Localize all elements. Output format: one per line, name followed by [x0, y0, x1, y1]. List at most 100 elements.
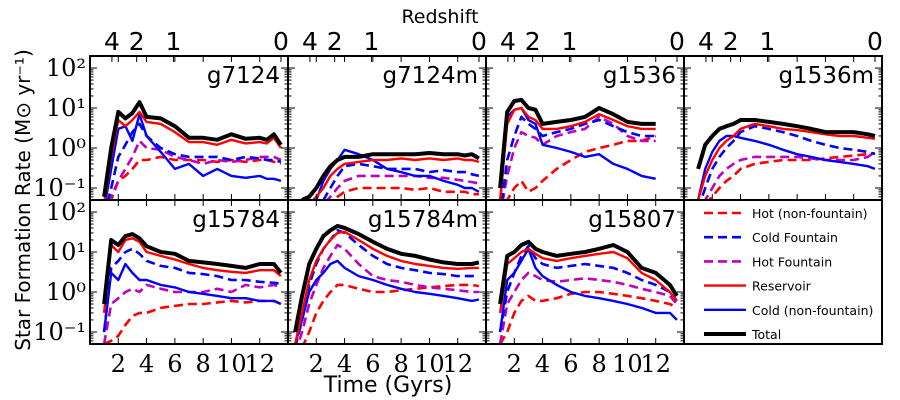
- x-tick-label: 10: [612, 350, 643, 378]
- y-tick-label: 10⁰: [46, 134, 86, 162]
- series-cold: [102, 262, 282, 333]
- legend-entry-cold: Cold (non-fountain): [704, 303, 873, 318]
- y-tick-label: 10²: [46, 198, 86, 226]
- legend-entry-res: Reservoir: [704, 279, 812, 294]
- x-tick-label: 6: [167, 350, 182, 378]
- series-total: [498, 97, 656, 189]
- legend-label: Total: [751, 327, 781, 342]
- series-coldf: [106, 122, 282, 200]
- series-cold: [314, 148, 480, 200]
- series-group: [102, 100, 283, 200]
- series-res: [311, 157, 480, 200]
- series-coldf: [699, 124, 876, 200]
- panel-g7124m: g7124m 4 2 1 0: [287, 27, 487, 201]
- series-coldf: [321, 162, 480, 200]
- x-tick-label: 10: [216, 350, 247, 378]
- series-res: [102, 237, 282, 314]
- redshift-tick-label: 0: [867, 27, 883, 56]
- series-hot: [103, 299, 282, 344]
- y-tick-label: 10¹: [46, 94, 86, 122]
- legend-label: Hot (non-fountain): [752, 206, 868, 221]
- redshift-tick-label: 0: [273, 27, 289, 56]
- series-cold: [696, 134, 876, 200]
- series-cold: [293, 259, 480, 344]
- x-tick-label: 8: [394, 350, 409, 378]
- redshift-tick-label: 1: [561, 27, 577, 56]
- panel-g1536: g1536 4 2 1 0: [485, 27, 685, 201]
- series-cold: [498, 247, 678, 333]
- redshift-tick-label: 1: [363, 27, 379, 56]
- redshift-tick-label: 2: [525, 27, 541, 56]
- series-total: [293, 223, 480, 333]
- y-tick-label: 10²: [46, 54, 86, 82]
- y-tick-label: 10⁻¹: [33, 318, 86, 346]
- series-hot: [707, 151, 876, 200]
- x-tick-label: 12: [244, 350, 275, 378]
- x-tick-label: 4: [337, 350, 352, 378]
- series-hot: [302, 283, 480, 344]
- panel-title: g15807: [588, 207, 676, 233]
- panel-title: g1536m: [778, 63, 874, 89]
- redshift-tick-label: 4: [500, 27, 516, 56]
- x-tick-label: 6: [365, 350, 380, 378]
- series-group: [498, 97, 657, 200]
- legend-label: Cold (non-fountain): [752, 303, 873, 318]
- series-hot: [109, 155, 282, 200]
- y-tick-label: 10¹: [46, 238, 86, 266]
- x-tick-label: 6: [563, 350, 578, 378]
- panel-g7124: g7124 10⁻¹ 10⁰ 10¹ 10² 4 2 1 0: [33, 27, 289, 202]
- x-tick-label: 8: [592, 350, 607, 378]
- series-total: [102, 232, 283, 305]
- panel-title: g7124m: [382, 63, 478, 89]
- x-tick-label: 10: [414, 350, 445, 378]
- series-hotf: [108, 139, 282, 200]
- series-hotf: [703, 150, 876, 200]
- x-tick-label: 4: [535, 350, 550, 378]
- legend-entry-total: Total: [704, 327, 781, 342]
- series-res: [103, 110, 282, 200]
- x-tick-label: 12: [442, 350, 473, 378]
- series-group: [696, 118, 876, 200]
- redshift-tick-label: 2: [129, 27, 145, 56]
- legend-entry-hot: Hot (non-fountain): [704, 206, 868, 221]
- redshift-tick-label: 4: [302, 27, 318, 56]
- redshift-tick-label: 1: [165, 27, 181, 56]
- redshift-tick-label: 4: [104, 27, 120, 56]
- series-hotf: [498, 271, 678, 344]
- series-res: [498, 247, 678, 314]
- panel-g1536m: g1536m 4 2 1 0: [683, 27, 883, 201]
- x-tick-label: 2: [111, 350, 126, 378]
- series-total: [301, 151, 480, 200]
- x-tick-label: 2: [309, 350, 324, 378]
- series-res: [696, 122, 876, 200]
- legend-label: Cold Fountain: [752, 230, 838, 245]
- panel-title: g1536: [603, 63, 676, 89]
- series-group: [498, 239, 679, 344]
- series-res: [293, 230, 479, 344]
- redshift-tick-label: 4: [698, 27, 714, 56]
- panel-title: g7124: [207, 63, 280, 89]
- series-coldf: [498, 244, 678, 333]
- redshift-tick-label: 0: [471, 27, 487, 56]
- redshift-tick-label: 1: [759, 27, 775, 56]
- redshift-tick-label: 0: [669, 27, 685, 56]
- series-hotf: [296, 243, 479, 344]
- legend-entry-hotf: Hot Fountain: [704, 254, 832, 269]
- y-axis-label: Star Formation Rate (M⊙ yr⁻¹): [11, 49, 35, 351]
- series-hot: [505, 134, 657, 200]
- legend-label: Hot Fountain: [752, 254, 832, 269]
- series-hotf: [501, 115, 656, 200]
- series-group: [102, 232, 283, 344]
- legend-frame: [683, 199, 883, 345]
- x-tick-label: 4: [139, 350, 154, 378]
- series-total: [498, 239, 679, 305]
- x-tick-label: 8: [196, 350, 211, 378]
- legend-label: Reservoir: [752, 279, 812, 294]
- panel-title: g15784m: [368, 207, 478, 233]
- series-coldf: [102, 247, 282, 333]
